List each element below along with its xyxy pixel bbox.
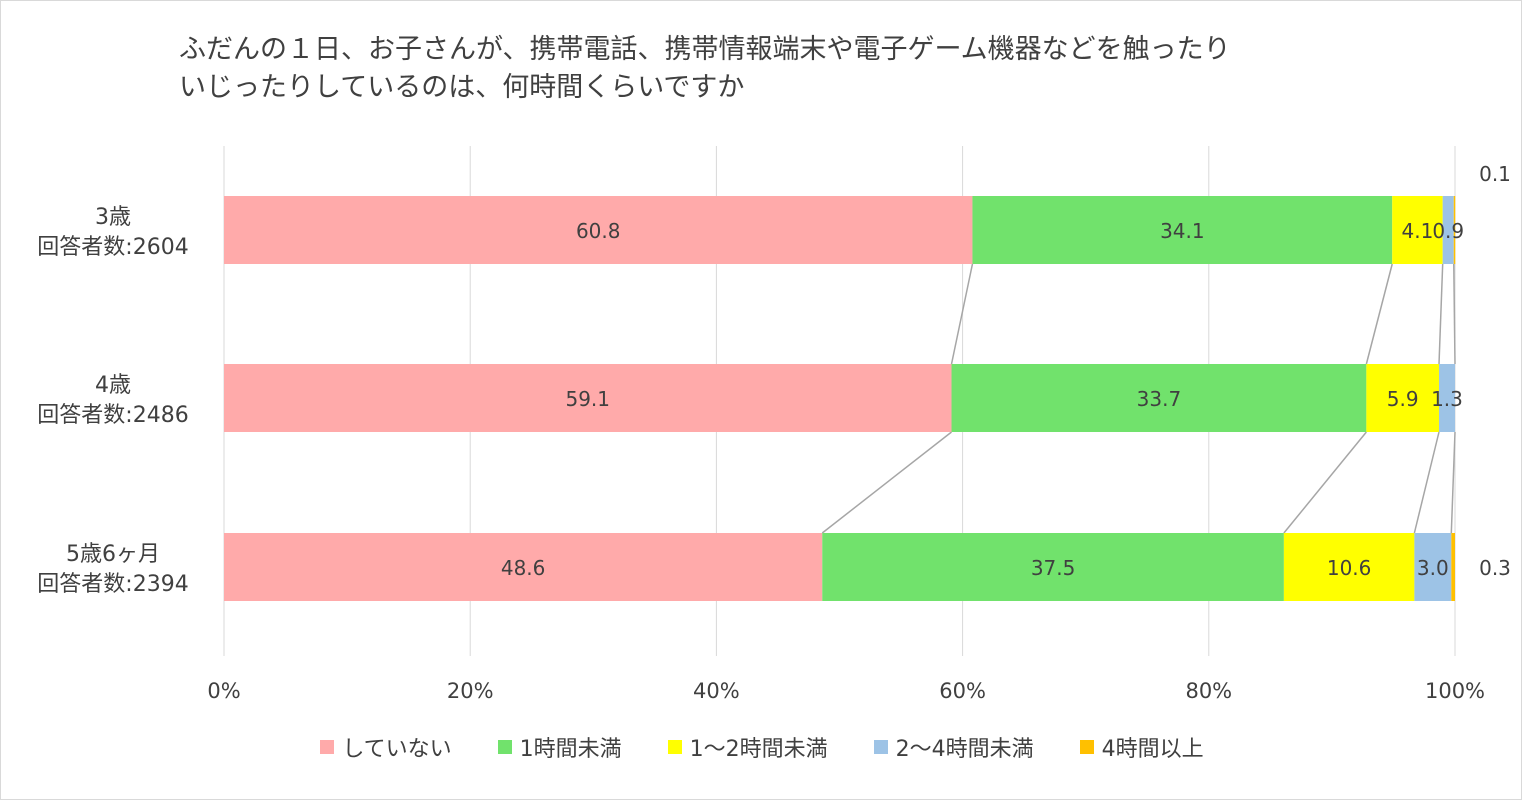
x-tick-label: 40% (693, 679, 740, 703)
data-label: 33.7 (1137, 387, 1182, 411)
legend-swatch (320, 740, 335, 754)
x-tick-label: 60% (939, 679, 986, 703)
x-tick-label: 0% (207, 679, 240, 703)
category-label-line1: 5歳6ヶ月 (66, 542, 160, 567)
data-label: 60.8 (576, 219, 621, 243)
bar-segment (822, 533, 1284, 601)
legend-label: 1時間未満 (519, 737, 622, 762)
data-label: 37.5 (1031, 556, 1076, 580)
chart-title: ふだんの１日、お子さんが、携帯電話、携帯情報端末や電子ゲーム機器などを触ったり … (179, 34, 1231, 103)
bar-segment (1283, 533, 1415, 601)
series-line (1283, 431, 1367, 534)
bar-segment (1392, 196, 1443, 264)
data-label: 34.1 (1160, 219, 1205, 243)
bar-segment (951, 364, 1367, 432)
series-line (821, 431, 952, 534)
series-line (1365, 263, 1393, 365)
category-label-line1: 4歳 (95, 373, 131, 398)
legend-label: していない (342, 737, 452, 762)
legend-label: 4時間以上 (1101, 737, 1204, 762)
legend-item: していない (320, 731, 452, 763)
bar-segment (224, 196, 973, 264)
legend-item: 2〜4時間未満 (873, 731, 1034, 763)
data-label: 59.1 (565, 387, 610, 411)
data-label: 3.0 (1417, 556, 1449, 580)
bar-segment (1414, 533, 1452, 601)
bars (224, 196, 1456, 601)
legend-swatch (1079, 740, 1094, 754)
data-label: 1.3 (1431, 387, 1463, 411)
series-line (950, 263, 974, 365)
series-line (1413, 431, 1440, 534)
legend-swatch (497, 740, 512, 754)
series-line (1453, 263, 1456, 365)
bar-segment (224, 533, 823, 601)
x-tick-label: 100% (1425, 679, 1485, 703)
x-tick-label: 80% (1185, 679, 1232, 703)
bar-segment (972, 196, 1393, 264)
category-label-line2: 回答者数:2394 (37, 572, 188, 597)
data-labels: 60.8 34.1 4.10.9 0.1 59.1 33.7 5.9 1.3 48.6 37.5 1… (501, 162, 1511, 580)
data-label: 10.6 (1327, 556, 1372, 580)
series-lines (821, 263, 1456, 534)
data-label: 0.9 (1432, 219, 1464, 243)
data-label: 48.6 (501, 556, 546, 580)
legend: していない 1時間未満 1〜2時間未満 2〜4時間未満 4時間以上 (1, 731, 1522, 763)
category-label-line1: 3歳 (95, 205, 131, 230)
bar-segment (1453, 196, 1456, 264)
x-tick-label: 20% (447, 679, 494, 703)
data-label: 5.9 (1387, 387, 1419, 411)
legend-swatch (873, 740, 888, 754)
category-label-line2: 回答者数:2604 (37, 235, 188, 260)
series-line (1450, 431, 1456, 534)
bar-segment (1438, 364, 1455, 432)
category-label-line2: 回答者数:2486 (37, 403, 188, 428)
legend-label: 1〜2時間未満 (689, 737, 828, 762)
bar-segment (1442, 196, 1454, 264)
bar-segment (1451, 533, 1455, 601)
bar-segment (1366, 364, 1439, 432)
legend-item: 1時間未満 (497, 731, 622, 763)
data-label: 0.3 (1479, 556, 1511, 580)
data-label: 4.1 (1402, 219, 1434, 243)
series-line (1438, 263, 1444, 365)
legend-item: 1〜2時間未満 (667, 731, 828, 763)
legend-item: 4時間以上 (1079, 731, 1204, 763)
bar-segment (224, 364, 952, 432)
legend-label: 2〜4時間未満 (895, 737, 1034, 762)
data-label: 0.1 (1479, 162, 1511, 186)
legend-swatch (667, 740, 682, 754)
